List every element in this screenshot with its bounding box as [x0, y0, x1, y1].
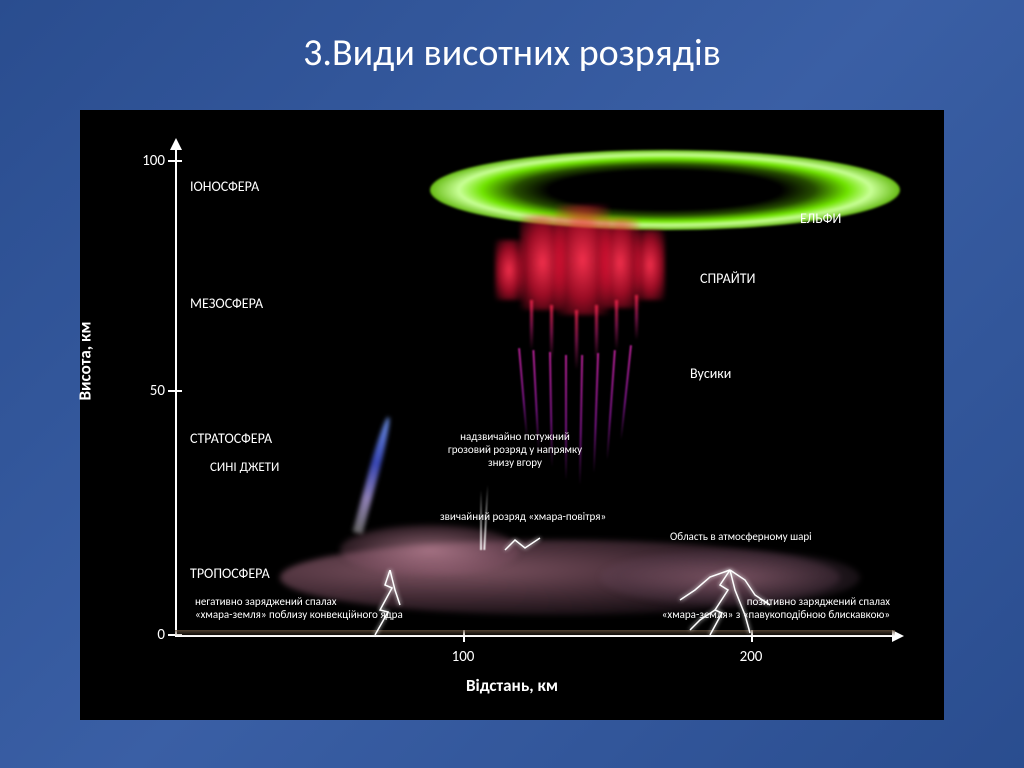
y-tick-100	[168, 160, 182, 162]
annotation-positive-flash: позитивно заряджений спалах «хмара-земля…	[640, 595, 890, 621]
x-axis-title: Відстань, км	[466, 675, 558, 696]
blue-jet	[353, 416, 394, 534]
label-tendrils: Вусики	[690, 365, 731, 382]
slide-title: 3.Види висотних розрядів	[0, 0, 1024, 96]
sprite-tendril	[615, 300, 618, 350]
y-tick-label-50: 50	[130, 382, 165, 400]
x-tick-label-100: 100	[452, 648, 475, 666]
y-tick-50	[168, 390, 182, 392]
sprite-tendril	[595, 305, 598, 360]
sprite-blob	[495, 240, 523, 300]
lightning-cloud-air	[500, 530, 550, 570]
y-tick-label-0: 0	[130, 626, 165, 644]
y-axis-arrow	[170, 138, 182, 150]
layer-ionosphere: ІОНОСФЕРА	[190, 178, 259, 195]
sprite-tendril	[530, 300, 533, 350]
y-tick-label-100: 100	[130, 152, 165, 170]
layer-troposphere: ТРОПОСФЕРА	[190, 565, 270, 582]
label-blue-jets: СИНІ ДЖЕТИ	[210, 460, 279, 475]
annotation-atm-layer: Область в атмосферному шарі	[670, 530, 812, 543]
label-sprites: СПРАЙТИ	[700, 270, 756, 287]
x-tick-label-200: 200	[740, 648, 763, 666]
chart-inner: 0 50 100 100 200 Висота, км Відстань, км	[80, 110, 944, 720]
sprite-blob	[635, 230, 665, 300]
y-axis-title: Висота, км	[75, 321, 96, 400]
sprite-tendril	[575, 310, 578, 370]
annotation-powerful-discharge: надзвичайно потужний грозовий розряд у н…	[420, 430, 610, 470]
annotation-cloud-air: звичайний розряд «хмара-повітря»	[440, 510, 606, 523]
sprite-blob	[600, 218, 640, 308]
layer-stratosphere: СТРАТОСФЕРА	[190, 430, 272, 447]
annotation-negative-flash: негативно заряджений спалах «хмара-земля…	[195, 595, 403, 621]
layer-mesosphere: МЕЗОСФЕРА	[190, 295, 263, 312]
whisker	[518, 348, 528, 438]
chart-container: 0 50 100 100 200 Висота, км Відстань, км	[80, 110, 944, 720]
label-elves: ЕЛЬФИ	[800, 210, 841, 227]
thundercloud-top	[340, 525, 520, 575]
sprite-tendril	[635, 295, 638, 340]
whisker	[620, 345, 632, 440]
